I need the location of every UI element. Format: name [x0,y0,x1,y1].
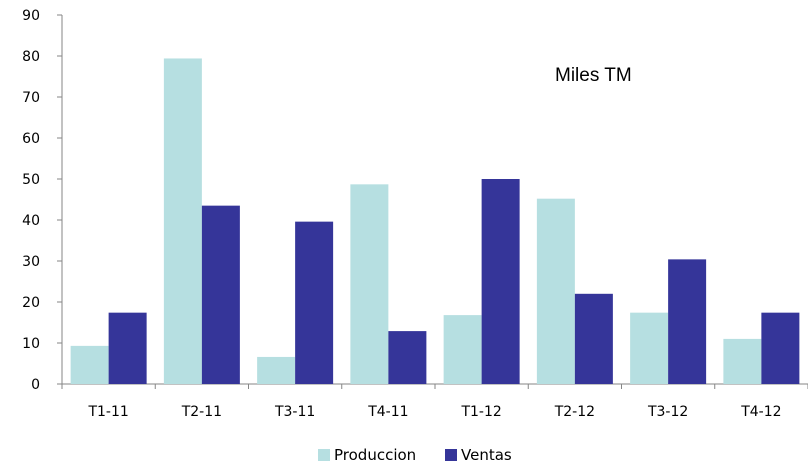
y-tick-label: 10 [22,336,40,352]
chart-annotation: Miles TM [555,65,632,86]
bar-ventas-t3-12 [668,259,707,384]
x-tick-label: T3-11 [274,404,315,420]
legend-label-ventas: Ventas [461,446,512,464]
y-tick-label: 70 [22,90,40,106]
y-tick-label: 40 [22,213,40,229]
bar-produccion-t1-11 [70,345,109,384]
bar-produccion-t3-11 [257,356,296,384]
bar-produccion-t4-11 [350,184,389,384]
bar-ventas-t1-12 [481,179,520,384]
bar-ventas-t4-12 [761,312,800,384]
bar-ventas-t3-11 [295,221,334,384]
y-axis-ticks: 0 10 20 30 40 50 60 70 80 90 [22,8,62,393]
x-tick-label: T2-11 [181,404,222,420]
x-tick-label: T1-12 [460,404,501,420]
bar-produccion-t2-11 [163,58,202,385]
x-tick-label: T4-12 [740,404,781,420]
bars [70,58,800,385]
bar-produccion-t3-12 [630,312,669,384]
bar-ventas-t1-11 [108,312,147,384]
legend: Produccion Ventas [318,446,512,464]
x-tick-label: T1-11 [87,404,128,420]
x-axis-ticks: T1-11 T2-11 T3-11 T4-11 T1-12 T2-12 T3-12 T4-12 [61,384,808,420]
bar-ventas-t4-11 [388,331,427,384]
bar-ventas-t2-12 [574,293,613,384]
x-tick-label: T3-12 [647,404,688,420]
legend-label-produccion: Produccion [334,446,416,464]
y-tick-label: 80 [22,49,40,65]
x-tick-label: T2-12 [554,404,595,420]
y-tick-label: 30 [22,254,40,270]
legend-swatch-ventas [445,449,457,461]
y-tick-label: 60 [22,131,40,147]
bar-produccion-t4-12 [723,338,762,384]
y-tick-label: 50 [22,172,40,188]
bar-ventas-t2-11 [201,205,240,384]
y-tick-label: 90 [22,8,40,24]
bar-produccion-t2-12 [536,198,575,384]
y-tick-label: 20 [22,295,40,311]
y-tick-label: 0 [31,377,40,393]
bar-produccion-t1-12 [443,315,482,384]
x-tick-label: T4-11 [367,404,408,420]
legend-swatch-produccion [318,449,330,461]
